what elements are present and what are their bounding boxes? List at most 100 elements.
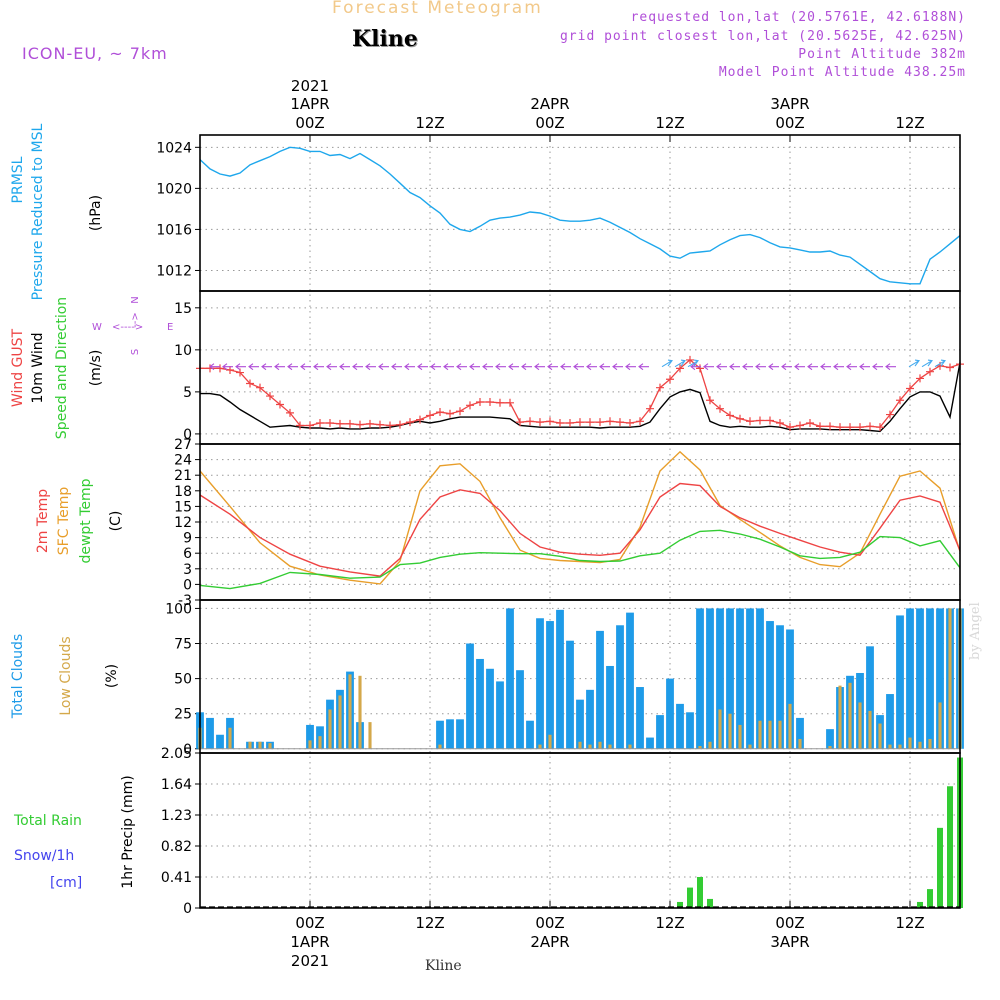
total-clouds-bar [536,618,544,749]
wind-direction-arrow [885,363,896,371]
wind-direction-arrow [599,363,610,371]
wind-direction-arrow [872,363,883,371]
temp-tick-label: 9 [183,531,192,547]
wind-gust-point [796,421,804,430]
wind-direction-arrow [921,359,933,368]
total-clouds-bar [796,717,804,749]
wind-gust-point [886,410,894,419]
wind-gust-point [406,418,414,427]
wind-direction-arrow [846,363,857,371]
total-clouds-bar [716,608,724,749]
top-day-label: 3APR [770,95,809,113]
wind-gust-point [586,418,594,427]
wind-direction-arrow [934,359,946,368]
rain-bar [677,901,683,908]
wind-gust-point [776,418,784,427]
wind-direction-arrow [547,363,558,371]
total-clouds-bar [216,734,224,749]
wind-gust-point [836,423,844,432]
temp-tick-label: 0 [183,577,192,593]
wind-gust-point [516,418,524,427]
total-clouds-bar [886,694,894,749]
wind-gust-point [756,416,764,425]
wind-direction-arrow [274,363,285,371]
wind-direction-arrow [391,363,402,371]
wind-gust-point [296,421,304,430]
wind-direction-arrow [235,363,246,371]
wind-direction-arrow [430,363,441,371]
bottom-time-label: 12Z [895,914,924,932]
wind-direction-arrow [625,363,636,371]
wind-direction-arrow [729,363,740,371]
rain-bar [707,898,713,908]
wind-direction-arrow [378,363,389,371]
wind-tick-label: 15 [174,301,192,317]
t2m-temp-line [199,482,961,577]
model-label: ICON-EU, ~ 7km [22,44,168,63]
dewpt-temp-line [199,529,961,590]
low-clouds-bar [718,709,722,749]
low-clouds-bar [358,675,362,749]
clouds-tick-label: 50 [174,672,192,688]
total-clouds-bar [696,608,704,749]
wind-direction-arrow [560,363,571,371]
total-clouds-bar [686,712,694,749]
total-clouds-bar [706,608,714,749]
low-clouds-bar [798,738,802,749]
temp-tick-label: 15 [174,499,192,515]
top-day-label: 1APR [290,95,329,113]
bottom-day-label: 1APR [290,933,329,951]
wind-gust-point [866,422,874,431]
wind-gust-point [686,355,694,364]
wind-gust-point [236,368,244,377]
total-clouds-bar [566,640,574,749]
total-clouds-bar [746,608,754,749]
wind-gust-point [246,379,254,388]
low-clouds-bar [908,737,912,749]
low-clouds-bar [698,745,702,749]
temp-tick-label: -3 [178,593,192,609]
total-clouds-bar [656,715,664,749]
wind-gust-point [946,363,954,372]
wind-gust-point [736,414,744,423]
wind-gust-point [636,417,644,426]
total-clouds-bar [916,608,924,749]
low-clouds-bar [318,736,322,749]
model-point-altitude: Model Point Altitude 438.25m [718,65,966,80]
wind-tick-label: 10 [174,343,192,359]
wind-direction-arrow [794,363,805,371]
footer-station-name: Kline [425,958,462,974]
wind-gust-point [326,418,334,427]
clouds-tick-label: 100 [165,601,192,617]
low-clouds-bar [848,682,852,749]
wind-direction-arrow [495,363,506,371]
low-clouds-bar [748,744,752,749]
top-time-label: 12Z [655,114,684,132]
wind-direction-arrow [687,359,699,368]
wind-direction-arrow [248,363,259,371]
pressure-ylabel-long: Pressure Reduced to MSL [30,123,46,300]
wind-gust-point [226,366,234,375]
wind-direction-arrow [261,363,272,371]
total-clouds-bar [606,665,614,749]
wind-direction-arrow [833,363,844,371]
wind-gust-point [366,419,374,428]
wind-gust-point [746,417,754,426]
wind-direction-arrow [755,363,766,371]
wind-direction-arrow [365,363,376,371]
wind-direction-arrow [300,363,311,371]
wind-direction-arrow [908,359,920,368]
wind-gust-point [656,383,664,392]
low-clouds-bar [548,734,552,749]
grid-point-coords: grid point closest lon,lat (20.5625E, 42… [559,29,966,44]
low-clouds-bar [328,709,332,749]
wind-gust-point [816,422,824,431]
rain-bar [917,901,923,908]
compass-ns-arrow: --> [130,312,141,328]
precip-panel-frame [199,752,961,909]
wind-direction-arrow [573,363,584,371]
total-clouds-bar [636,687,644,749]
wind-direction-arrow [456,363,467,371]
total-clouds-bar [626,612,634,749]
wind-direction-arrow [352,363,363,371]
